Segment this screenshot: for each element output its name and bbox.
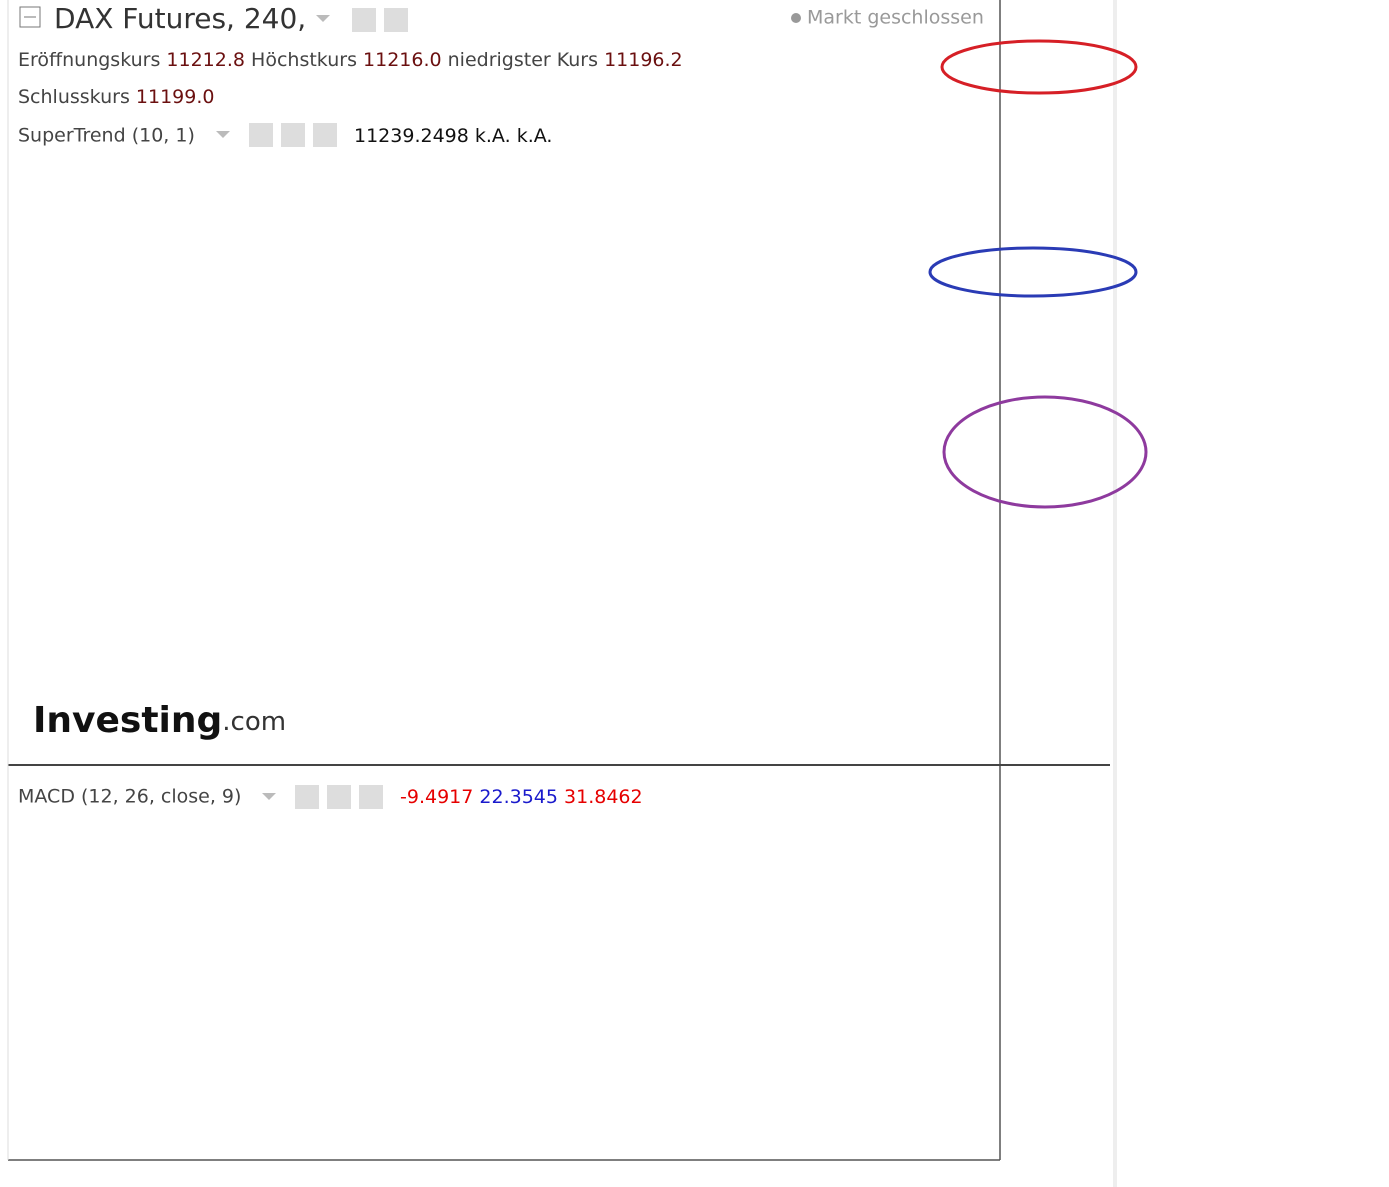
- indicator-values: 11239.2498 k.A. k.A.: [354, 125, 552, 147]
- annotation-ellipse: [928, 246, 1138, 298]
- eye-button[interactable]: [352, 8, 376, 32]
- legend-value: 11212.8: [166, 49, 245, 71]
- collapse-button[interactable]: [19, 6, 41, 28]
- settings-button[interactable]: [327, 785, 351, 809]
- indicator-name: SuperTrend (10, 1): [18, 125, 195, 147]
- legend-value: 11199.0: [136, 86, 215, 108]
- indicator-value: k.A.: [475, 125, 511, 147]
- logo: Investing.com: [33, 700, 286, 741]
- indicator-values: -9.4917 22.3545 31.8462: [400, 786, 643, 808]
- indicator-name: MACD (12, 26, close, 9): [18, 786, 241, 808]
- legend-value: 11216.0: [363, 49, 442, 71]
- status: Markt geschlossen: [807, 7, 984, 29]
- chart-title: DAX Futures, 240,: [54, 2, 306, 35]
- dropdown[interactable]: [216, 131, 230, 138]
- indicator-value: 22.3545: [479, 786, 558, 808]
- dropdown[interactable]: [316, 15, 330, 22]
- logo-name: Investing: [33, 700, 222, 741]
- legend-value: 11196.2: [604, 49, 683, 71]
- settings-button[interactable]: [384, 8, 408, 32]
- settings-button[interactable]: [281, 123, 305, 147]
- status-dot: [791, 13, 801, 23]
- indicator-value: 11239.2498: [354, 125, 469, 147]
- legend-label: Höchstkurs: [251, 49, 357, 71]
- legend-label: Eröffnungskurs: [18, 49, 160, 71]
- indicator-value: 31.8462: [564, 786, 643, 808]
- indicator-value: -9.4917: [400, 786, 473, 808]
- eye-button[interactable]: [249, 123, 273, 147]
- close-button[interactable]: [359, 785, 383, 809]
- indicator-value: k.A.: [517, 125, 553, 147]
- annotation-ellipse: [942, 395, 1148, 509]
- ohlc-legend: Eröffnungskurs 11212.8 Höchstkurs 11216.…: [18, 49, 683, 71]
- dropdown[interactable]: [262, 793, 276, 800]
- close-button[interactable]: [313, 123, 337, 147]
- legend-label: Schlusskurs: [18, 86, 130, 108]
- eye-button[interactable]: [295, 785, 319, 809]
- logo-suffix: .com: [222, 707, 286, 737]
- annotation-ellipse: [940, 39, 1138, 95]
- legend-label: niedrigster Kurs: [448, 49, 598, 71]
- ohlc-legend: Schlusskurs 11199.0: [18, 86, 214, 108]
